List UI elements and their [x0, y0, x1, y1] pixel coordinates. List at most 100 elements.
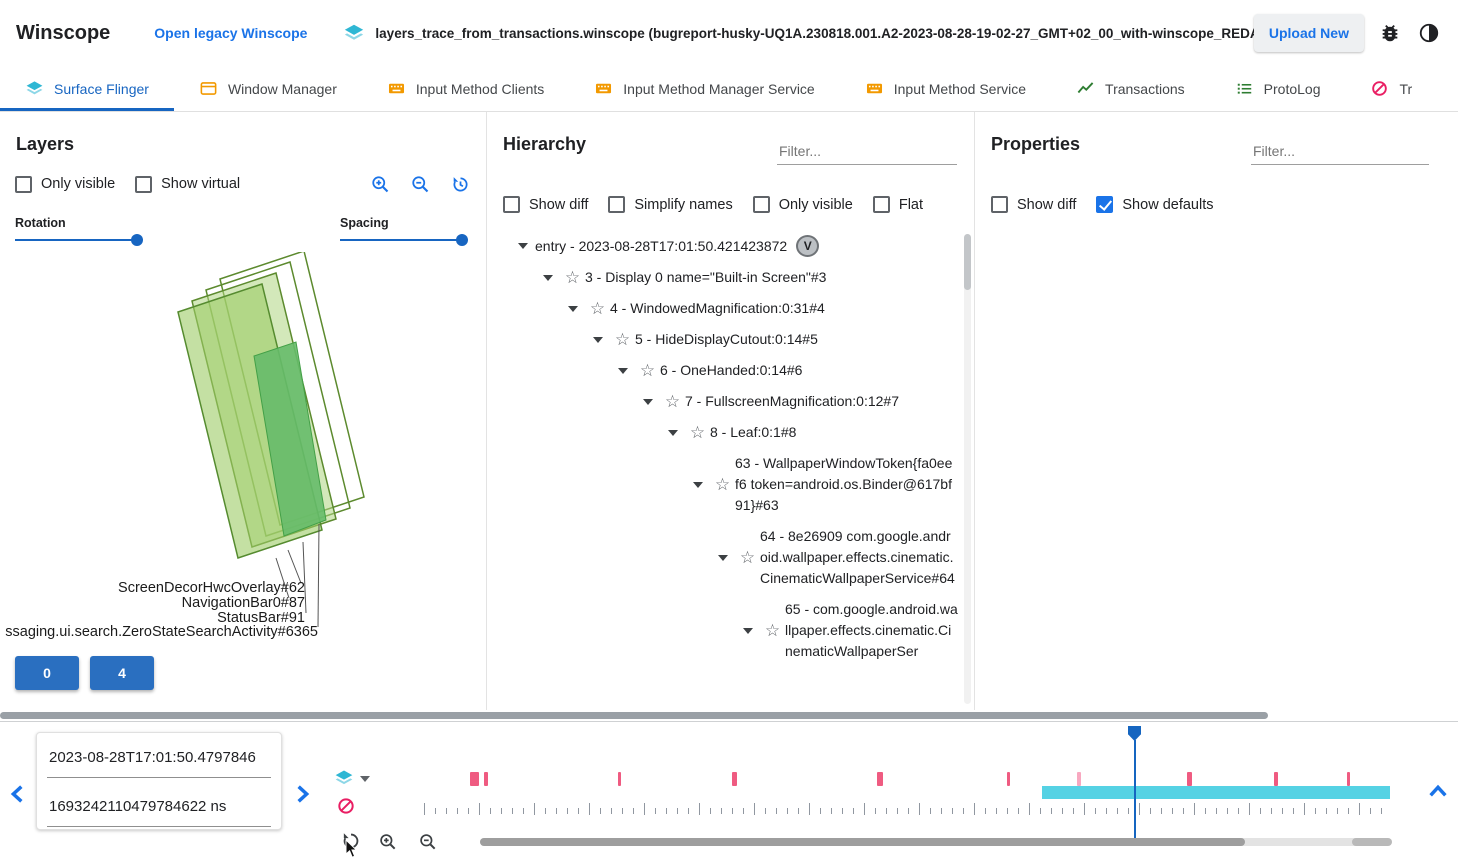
timeline-ruler[interactable] [0, 803, 1458, 817]
reset-view-icon[interactable] [448, 172, 472, 196]
trace-event-marker[interactable] [1077, 772, 1081, 786]
only-visible-checkbox[interactable]: Only visible [752, 196, 853, 213]
star-icon[interactable]: ☆ [614, 330, 631, 349]
layer-label[interactable]: ScreenDecorHwcOverlay#62 [118, 580, 305, 596]
properties-filter-input[interactable] [1251, 138, 1429, 165]
tree-node[interactable]: ☆ 4 - WindowedMagnification:0:31#4 [501, 293, 958, 324]
star-icon[interactable]: ☆ [689, 423, 706, 442]
tree-node[interactable]: ☆ 5 - HideDisplayCutout:0:14#5 [501, 324, 958, 355]
tree-node-entry[interactable]: entry - 2023-08-28T17:01:50.421423872 V [501, 230, 958, 262]
only-visible-checkbox[interactable]: Only visible [15, 175, 115, 193]
timeline-zoom-in-icon[interactable] [378, 832, 398, 852]
hierarchy-scrollbar[interactable] [964, 234, 971, 704]
zoom-fit-icon[interactable] [340, 830, 362, 852]
trace-event-marker[interactable] [618, 772, 621, 786]
trace-event-marker[interactable] [1347, 772, 1350, 786]
collapse-caret-icon[interactable] [561, 306, 585, 312]
checkbox-box[interactable] [135, 175, 153, 193]
tab-input-method-clients[interactable]: Input Method Clients [362, 66, 569, 111]
show-defaults-checkbox[interactable]: Show defaults [1096, 196, 1213, 213]
human-timestamp-field[interactable] [37, 733, 281, 782]
scrollbar-segment[interactable] [1352, 838, 1392, 846]
upload-new-button[interactable]: Upload New [1253, 14, 1364, 52]
tree-node[interactable]: ☆ 6 - OneHanded:0:14#6 [501, 355, 958, 386]
tab-input-method-manager-service[interactable]: Input Method Manager Service [569, 66, 839, 111]
checkbox-box[interactable] [503, 196, 520, 213]
star-icon[interactable]: ☆ [589, 299, 606, 318]
trace-selector-caret-icon[interactable] [360, 776, 370, 782]
trace-event-marker[interactable] [1274, 772, 1278, 786]
tree-node[interactable]: ☆ 8 - Leaf:0:1#8 [501, 417, 958, 448]
trace-event-marker[interactable] [732, 772, 737, 786]
slider-thumb[interactable] [131, 234, 143, 246]
sf-trace-icon[interactable] [334, 768, 354, 788]
tab-input-method-service[interactable]: Input Method Service [840, 66, 1051, 111]
collapse-caret-icon[interactable] [736, 628, 760, 634]
layer-label[interactable]: NavigationBar0#87 [182, 595, 305, 611]
scrollbar-thumb[interactable] [964, 234, 971, 290]
trace-event-marker[interactable] [1187, 772, 1192, 786]
tree-node[interactable]: ☆ 63 - WallpaperWindowToken{fa0eef6 toke… [501, 448, 958, 521]
rotation-slider[interactable] [15, 234, 143, 246]
collapse-caret-icon[interactable] [511, 243, 535, 249]
star-icon[interactable]: ☆ [664, 392, 681, 411]
open-legacy-link[interactable]: Open legacy Winscope [154, 25, 308, 41]
collapse-caret-icon[interactable] [536, 275, 560, 281]
star-icon[interactable]: ☆ [714, 475, 731, 494]
star-icon[interactable]: ☆ [564, 268, 581, 287]
star-icon[interactable]: ☆ [639, 361, 656, 380]
trace-event-marker[interactable] [484, 772, 488, 786]
tree-node[interactable]: ☆ 7 - FullscreenMagnification:0:12#7 [501, 386, 958, 417]
timeline-scrollbar[interactable] [480, 838, 1392, 846]
collapse-caret-icon[interactable] [636, 399, 660, 405]
tree-node[interactable]: ☆ 65 - com.google.android.wallpaper.effe… [501, 594, 958, 667]
collapse-caret-icon[interactable] [711, 555, 735, 561]
selection-bar[interactable] [1042, 786, 1390, 799]
collapse-caret-icon[interactable] [661, 430, 685, 436]
next-entry-chevron-icon[interactable] [286, 778, 318, 810]
tab-protolog[interactable]: ProtoLog [1210, 66, 1346, 111]
horizontal-scrollbar[interactable] [0, 712, 1268, 719]
star-icon[interactable]: ☆ [764, 621, 781, 640]
flat-checkbox[interactable]: Flat [872, 196, 923, 213]
display-4-button[interactable]: 4 [90, 656, 154, 690]
checkbox-box[interactable] [1096, 196, 1114, 213]
tab-transactions[interactable]: Transactions [1051, 66, 1210, 111]
collapse-caret-icon[interactable] [686, 482, 710, 488]
show-diff-checkbox[interactable]: Show diff [991, 196, 1076, 213]
transactions-trace-icon[interactable] [336, 796, 356, 816]
spacing-slider[interactable] [340, 234, 468, 246]
timeline-cursor[interactable] [1134, 740, 1136, 844]
tab-surface-flinger[interactable]: Surface Flinger [0, 66, 174, 111]
previous-entry-chevron-icon[interactable] [2, 778, 34, 810]
collapse-timeline-chevron-icon[interactable] [1422, 776, 1454, 808]
layer-label[interactable]: ssaging.ui.search.ZeroStateSearchActivit… [5, 624, 318, 640]
slider-thumb[interactable] [456, 234, 468, 246]
ns-timestamp-field[interactable] [37, 782, 281, 829]
layers-3d-view[interactable]: ScreenDecorHwcOverlay#62 NavigationBar0#… [0, 252, 487, 644]
star-icon[interactable]: ☆ [739, 548, 756, 567]
simplify-names-checkbox[interactable]: Simplify names [608, 196, 733, 213]
human-timestamp-input[interactable] [37, 749, 281, 766]
trace-event-marker[interactable] [877, 772, 883, 786]
trace-event-marker[interactable] [1007, 772, 1010, 786]
tab-transitions[interactable]: Tr [1345, 66, 1437, 111]
tab-window-manager[interactable]: Window Manager [174, 66, 362, 111]
scrollbar-thumb[interactable] [480, 838, 1245, 846]
timeline-cursor-handle[interactable] [1128, 726, 1141, 741]
bug-report-icon[interactable] [1377, 19, 1403, 47]
display-0-button[interactable]: 0 [15, 656, 79, 690]
layer-label[interactable]: StatusBar#91 [217, 610, 305, 626]
hierarchy-filter-input[interactable] [777, 138, 957, 165]
checkbox-box[interactable] [752, 196, 770, 213]
dark-mode-toggle-icon[interactable] [1416, 19, 1442, 47]
timeline-zoom-out-icon[interactable] [418, 832, 438, 852]
show-virtual-checkbox[interactable]: Show virtual [135, 175, 240, 193]
zoom-out-icon[interactable] [408, 172, 432, 196]
checkbox-box[interactable] [608, 196, 626, 213]
show-diff-checkbox[interactable]: Show diff [503, 196, 588, 213]
zoom-in-icon[interactable] [368, 172, 392, 196]
collapse-caret-icon[interactable] [586, 337, 610, 343]
trace-event-marker[interactable] [470, 772, 479, 786]
checkbox-box[interactable] [872, 196, 890, 213]
